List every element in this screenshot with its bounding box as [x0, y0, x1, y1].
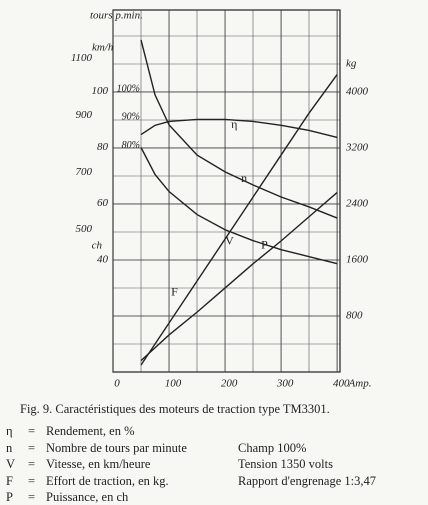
legend-note: Champ 100% — [238, 440, 307, 455]
series-line — [140, 191, 338, 362]
legend-sep: = — [28, 424, 36, 438]
y-kmh-tick-label: 60 — [97, 197, 109, 209]
legend-text: Nombre de tours par minute — [46, 440, 187, 455]
chart: tours p.min. km/h ch kg Amp. 0 100 200 300 4… — [71, 9, 372, 390]
legend-sep: = — [28, 457, 36, 471]
y-kmh-label: km/h — [92, 42, 114, 54]
y-eta-tick-label: 80% — [122, 140, 140, 151]
caption: Fig. 9. Caractéristiques des moteurs de … — [20, 402, 330, 416]
legend-sep: = — [28, 440, 36, 455]
x-tick-label: 400 — [333, 378, 350, 390]
x-tick-label: 200 — [221, 378, 238, 390]
series-line — [140, 39, 338, 219]
series-line — [140, 118, 338, 139]
legend-symbol: n — [6, 440, 13, 455]
legend-text: Rendement, en % — [46, 424, 135, 438]
x-tick-label: 0 — [114, 378, 120, 390]
y-kmh-tick-label: 40 — [97, 253, 109, 265]
legend-note: Rapport d'engrenage 1:3,47 — [238, 473, 376, 488]
legend-text: Effort de traction, en kg. — [46, 473, 169, 488]
x-tick-label: 300 — [276, 378, 294, 390]
legend-symbol: F — [6, 473, 13, 488]
legend-sep: = — [28, 490, 36, 504]
y-kmh-tick-label: 80 — [97, 141, 109, 153]
legend-note: Tension 1350 volts — [238, 457, 333, 471]
y2-tick-label: 1600 — [346, 254, 369, 266]
x-tick-label: 100 — [165, 378, 182, 390]
series-line — [140, 147, 338, 265]
x-unit: Amp. — [348, 378, 372, 390]
series-label: V — [225, 233, 234, 247]
y-tick-label: 500 — [76, 223, 93, 235]
legend-symbol: V — [6, 457, 16, 471]
y-tick-label: 700 — [76, 166, 93, 178]
y-eta-tick-label: 100% — [117, 84, 140, 95]
y2-tick-label: 3200 — [345, 141, 369, 153]
series-label: P — [261, 237, 268, 251]
legend-symbol: P — [6, 490, 13, 504]
y2-tick-label: 4000 — [346, 85, 369, 97]
y-ch-label: ch — [92, 240, 103, 252]
y-tick-label: 900 — [76, 109, 93, 121]
y-eta-tick-label: 90% — [122, 112, 140, 123]
series-label: F — [171, 285, 178, 299]
legend-text: Puissance, en ch — [46, 490, 129, 504]
y2-tick-label: 2400 — [346, 197, 369, 209]
series-label: η — [231, 117, 237, 131]
legend-symbol: η — [6, 424, 13, 438]
series-line — [140, 74, 338, 366]
y-tick-label: 1100 — [71, 52, 93, 64]
y2-label: kg — [346, 58, 357, 70]
y-label: tours p.min. — [90, 10, 143, 22]
series-label: n — [241, 171, 247, 185]
legend-text: Vitesse, en km/heure — [46, 457, 151, 471]
y-kmh-tick-label: 100 — [92, 85, 109, 97]
legend-sep: = — [28, 473, 36, 488]
y2-tick-label: 800 — [346, 310, 363, 322]
